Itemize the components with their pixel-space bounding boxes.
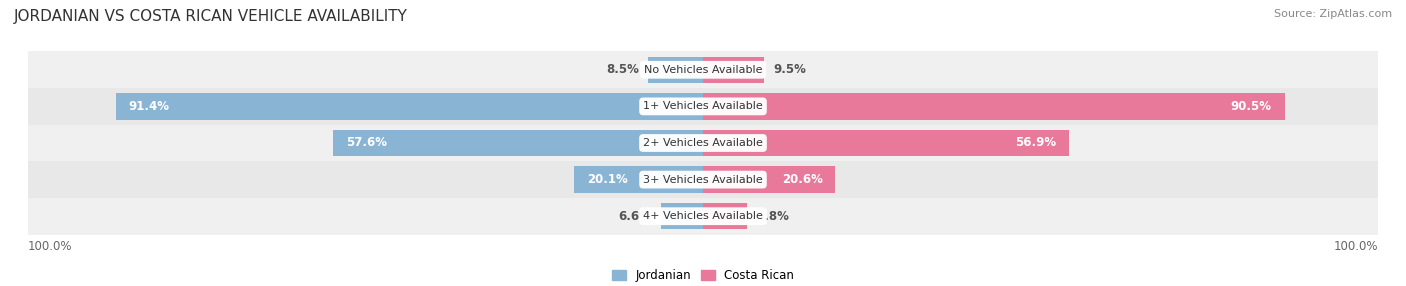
- Text: 56.9%: 56.9%: [1015, 136, 1056, 150]
- Text: 20.6%: 20.6%: [782, 173, 823, 186]
- Text: 90.5%: 90.5%: [1230, 100, 1272, 113]
- Text: 100.0%: 100.0%: [1333, 240, 1378, 253]
- Text: 100.0%: 100.0%: [28, 240, 73, 253]
- Bar: [333, 130, 703, 156]
- Text: 6.8%: 6.8%: [756, 210, 789, 223]
- Text: 1+ Vehicles Available: 1+ Vehicles Available: [643, 102, 763, 111]
- Bar: [28, 198, 1378, 235]
- Bar: [28, 161, 1378, 198]
- Bar: [703, 203, 747, 229]
- Text: 2+ Vehicles Available: 2+ Vehicles Available: [643, 138, 763, 148]
- Text: 6.6%: 6.6%: [619, 210, 651, 223]
- Text: JORDANIAN VS COSTA RICAN VEHICLE AVAILABILITY: JORDANIAN VS COSTA RICAN VEHICLE AVAILAB…: [14, 9, 408, 23]
- Bar: [28, 125, 1378, 161]
- Text: 3+ Vehicles Available: 3+ Vehicles Available: [643, 175, 763, 184]
- Text: 91.4%: 91.4%: [128, 100, 169, 113]
- Text: 57.6%: 57.6%: [346, 136, 387, 150]
- Bar: [28, 51, 1378, 88]
- Bar: [28, 88, 1378, 125]
- Text: 9.5%: 9.5%: [773, 63, 807, 76]
- Bar: [703, 130, 1069, 156]
- Bar: [703, 166, 835, 193]
- Text: No Vehicles Available: No Vehicles Available: [644, 65, 762, 75]
- Legend: Jordanian, Costa Rican: Jordanian, Costa Rican: [607, 265, 799, 286]
- Text: Source: ZipAtlas.com: Source: ZipAtlas.com: [1274, 9, 1392, 19]
- Bar: [648, 57, 703, 83]
- Bar: [703, 93, 1285, 120]
- Text: 4+ Vehicles Available: 4+ Vehicles Available: [643, 211, 763, 221]
- Bar: [574, 166, 703, 193]
- Text: 20.1%: 20.1%: [586, 173, 627, 186]
- Text: 8.5%: 8.5%: [606, 63, 638, 76]
- Bar: [703, 57, 763, 83]
- Bar: [115, 93, 703, 120]
- Bar: [661, 203, 703, 229]
